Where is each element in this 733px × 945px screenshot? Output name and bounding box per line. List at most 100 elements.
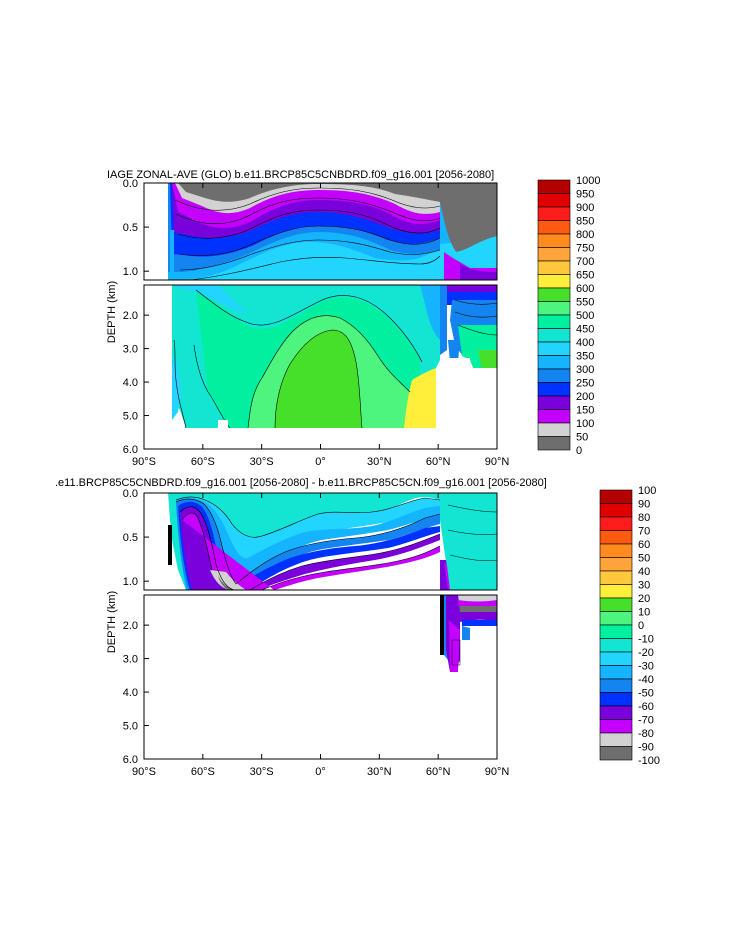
x-tick-label: 90°N	[485, 456, 510, 468]
colorbar-box	[599, 692, 633, 707]
x-tick-label: 60°N	[426, 456, 451, 468]
panel-2: .e11.BRCP85C5CNBDRD.f09_g16.001 [2056-20…	[55, 477, 547, 778]
colorbar-label: 60	[638, 539, 650, 551]
colorbar-label: 400	[576, 337, 594, 349]
colorbar-label: 350	[576, 351, 594, 363]
colorbar-label: 50	[576, 432, 588, 444]
colorbar-box	[537, 395, 571, 410]
panel-2-title: .e11.BRCP85C5CNBDRD.f09_g16.001 [2056-20…	[55, 477, 547, 489]
colorbar-box	[537, 341, 571, 356]
y-tick-label: 0.5	[123, 222, 138, 234]
x-tick-label: 60°S	[191, 766, 215, 778]
x-tick-label: 30°N	[367, 766, 392, 778]
colorbar-label: -100	[638, 755, 660, 767]
colorbar-label: 300	[576, 364, 594, 376]
colorbar-label: 150	[576, 405, 594, 417]
colorbar-box	[599, 678, 633, 693]
x-tick-label: 0°	[315, 456, 326, 468]
colorbar-box	[537, 260, 571, 275]
colorbar-label: 650	[576, 270, 594, 282]
colorbar-label: -30	[638, 661, 654, 673]
colorbar-box	[537, 328, 571, 343]
colorbar-label: 50	[638, 553, 650, 565]
colorbar-label: 900	[576, 202, 594, 214]
colorbar-label: 10	[638, 607, 650, 619]
colorbar-label: -20	[638, 647, 654, 659]
panel-1-upper-field	[144, 183, 497, 280]
colorbar-label: 1000	[576, 175, 600, 187]
x-tick-label: 60°N	[426, 766, 451, 778]
y-tick-label: 1.0	[123, 576, 138, 588]
x-tick-label: 30°N	[367, 456, 392, 468]
x-tick-label: 90°S	[132, 456, 156, 468]
x-tick-label: 0°	[315, 766, 326, 778]
colorbar-box	[537, 233, 571, 248]
colorbar-label: 200	[576, 391, 594, 403]
colorbar-box	[537, 314, 571, 329]
colorbar-box	[537, 301, 571, 316]
x-tick-label: 30°S	[250, 766, 274, 778]
colorbar-label: 700	[576, 256, 594, 268]
y-tick-label: 5.0	[123, 721, 138, 733]
colorbar-label: 950	[576, 189, 594, 201]
colorbar-box	[599, 584, 633, 599]
colorbar-label: 800	[576, 229, 594, 241]
colorbar-box	[599, 651, 633, 666]
colorbar-box	[599, 489, 633, 504]
colorbar-label: 500	[576, 310, 594, 322]
panel-2-upper-field	[144, 493, 497, 590]
colorbar-label: 90	[638, 499, 650, 511]
y-tick-label: 4.0	[123, 687, 138, 699]
colorbar-label: -50	[638, 688, 654, 700]
x-tick-label: 30°S	[250, 456, 274, 468]
y-tick-label: 0.0	[123, 488, 138, 500]
colorbar-label: 250	[576, 378, 594, 390]
x-tick-label: 90°N	[485, 766, 510, 778]
colorbar-box	[599, 611, 633, 626]
colorbar-label: 100	[576, 418, 594, 430]
colorbar-box	[599, 719, 633, 734]
colorbar-label: 850	[576, 216, 594, 228]
colorbar-label: -90	[638, 742, 654, 754]
colorbar-box	[599, 665, 633, 680]
colorbar-box	[537, 274, 571, 289]
colorbar-label: 600	[576, 283, 594, 295]
colorbar-label: 0	[638, 620, 644, 632]
colorbar-label: -80	[638, 728, 654, 740]
colorbar-label: 80	[638, 512, 650, 524]
colorbar-label: -70	[638, 715, 654, 727]
colorbar-label: -60	[638, 701, 654, 713]
colorbar-box	[537, 193, 571, 208]
colorbar-box	[537, 436, 571, 451]
y-tick-label: 1.0	[123, 266, 138, 278]
panel-2-ylabel: DEPTH (km)	[106, 591, 118, 653]
colorbar-box	[537, 206, 571, 221]
colorbar-label: 30	[638, 580, 650, 592]
colorbar-box	[537, 368, 571, 383]
colorbar-label: -40	[638, 674, 654, 686]
panel-1-title: IAGE ZONAL-AVE (GLO) b.e11.BRCP85C5CNBDR…	[107, 169, 494, 181]
colorbar-box	[599, 570, 633, 585]
colorbar-box	[537, 179, 571, 194]
panel-1-ylabel: DEPTH (km)	[106, 281, 118, 343]
colorbar-box	[599, 530, 633, 545]
colorbar-box	[599, 516, 633, 531]
x-tick-label: 60°S	[191, 456, 215, 468]
colorbar-box	[537, 220, 571, 235]
colorbar-box	[599, 638, 633, 653]
colorbar-box	[599, 705, 633, 720]
y-tick-label: 0.5	[123, 532, 138, 544]
y-tick-label: 6.0	[123, 754, 138, 766]
panel-2-lower-field	[144, 595, 497, 759]
panel-1: IAGE ZONAL-AVE (GLO) b.e11.BRCP85C5CNBDR…	[106, 169, 509, 468]
colorbar-box	[599, 503, 633, 518]
colorbar-box	[537, 247, 571, 262]
panel-1-lower-field	[144, 285, 497, 449]
colorbar-label: 70	[638, 526, 650, 538]
panel-1-axes: 90°S 60°S 30°S 0° 30°N 60°N 90°N 0.0 0.5 1.0 2.0 3.…	[123, 178, 510, 468]
colorbar-box	[599, 557, 633, 572]
colorbar-box	[599, 543, 633, 558]
colorbar-box	[599, 597, 633, 612]
